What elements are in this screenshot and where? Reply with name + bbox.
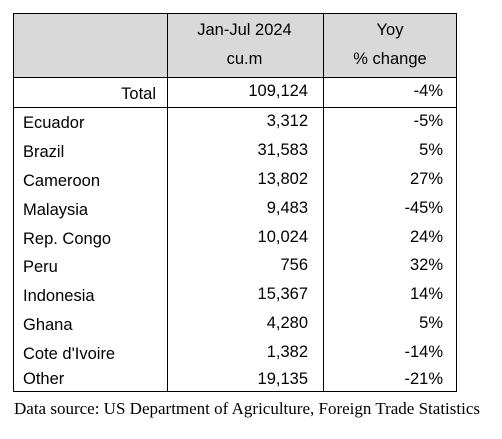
volume-value: 3,312 xyxy=(266,112,308,130)
change-value: 27% xyxy=(409,170,443,188)
country-name: Ecuador xyxy=(23,114,85,132)
country-name: Cote d'Ivoire xyxy=(23,345,116,363)
country-name: Peru xyxy=(23,258,58,276)
change-value: -14% xyxy=(404,343,443,361)
header-divider xyxy=(13,77,457,78)
table-header-background xyxy=(13,13,457,77)
header-yoy: Yoy xyxy=(376,21,404,39)
change-value: 24% xyxy=(409,228,443,246)
country-name: Other xyxy=(23,370,65,388)
change-value: -5% xyxy=(413,112,443,130)
change-value: 32% xyxy=(409,256,443,274)
column-divider-2 xyxy=(323,13,324,392)
change-value: -45% xyxy=(404,199,443,217)
country-name: Indonesia xyxy=(23,287,95,305)
total-divider xyxy=(13,107,457,108)
country-name: Rep. Congo xyxy=(23,230,112,248)
volume-value: 10,024 xyxy=(257,228,308,246)
country-name: Ghana xyxy=(23,316,73,334)
volume-value: 9,483 xyxy=(266,199,308,217)
import-table: Jan-Jul 2024 cu.m Yoy % change Total 109… xyxy=(13,13,457,392)
volume-value: 13,802 xyxy=(257,170,308,188)
volume-value: 1,382 xyxy=(266,343,308,361)
total-change: -4% xyxy=(413,82,443,100)
change-value: 5% xyxy=(419,314,443,332)
change-value: 14% xyxy=(409,285,443,303)
data-source-footnote: Data source: US Department of Agricultur… xyxy=(14,399,480,418)
total-volume: 109,124 xyxy=(248,82,308,100)
volume-value: 31,583 xyxy=(257,141,308,159)
country-name: Brazil xyxy=(23,143,65,161)
header-unit: cu.m xyxy=(226,50,263,68)
header-period: Jan-Jul 2024 xyxy=(197,21,292,39)
country-name: Malaysia xyxy=(23,201,89,219)
country-name: Cameroon xyxy=(23,172,101,190)
change-value: 5% xyxy=(419,141,443,159)
change-value: -21% xyxy=(404,370,443,388)
volume-value: 4,280 xyxy=(266,314,308,332)
column-divider-1 xyxy=(167,13,168,392)
volume-value: 756 xyxy=(280,256,308,274)
table-border xyxy=(13,13,457,392)
volume-value: 19,135 xyxy=(257,370,308,388)
volume-value: 15,367 xyxy=(257,285,308,303)
total-label: Total xyxy=(121,85,156,103)
header-pct-change: % change xyxy=(353,50,427,68)
